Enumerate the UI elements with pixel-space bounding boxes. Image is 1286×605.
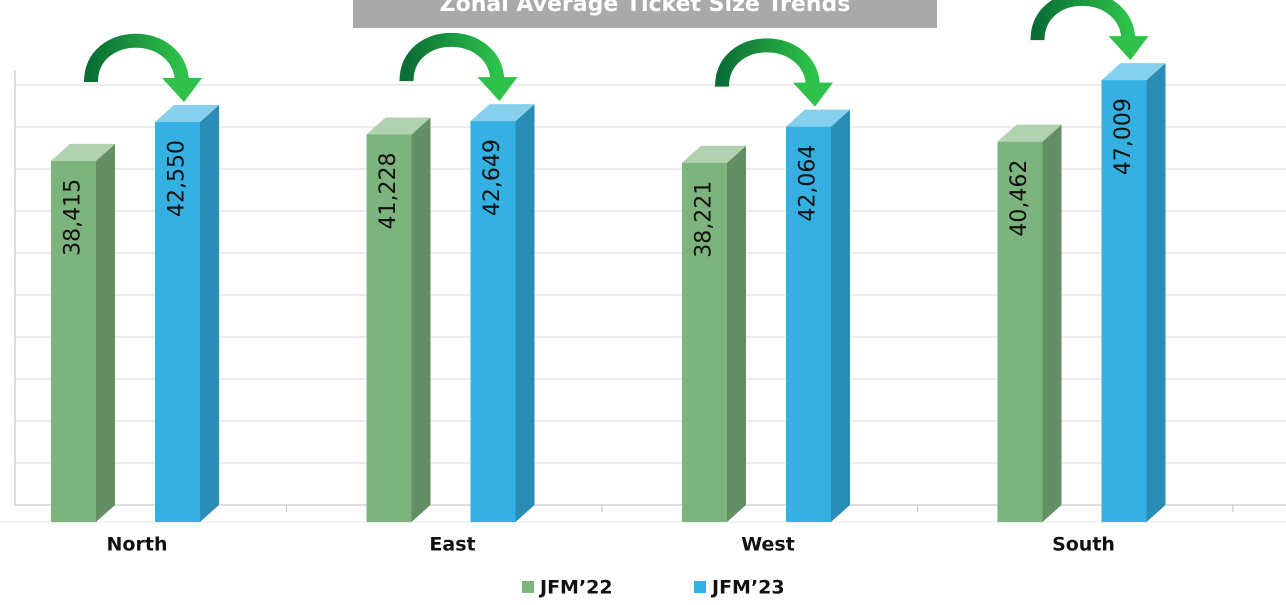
bar-top (366, 117, 431, 135)
bar (1101, 63, 1166, 523)
bar-top (470, 104, 535, 122)
arrow-head (1108, 36, 1149, 61)
legend-swatch (694, 581, 706, 593)
x-tick-label: West (741, 534, 795, 556)
title-box (353, 0, 937, 28)
bar-top (786, 109, 850, 127)
arrow-head (162, 78, 202, 103)
bar (155, 105, 219, 522)
bar (997, 124, 1062, 523)
arrow (715, 38, 820, 88)
bar-front (51, 160, 96, 523)
chart-title: Zonal Average Ticket Size Trends (440, 0, 851, 17)
bar-top (997, 124, 1062, 142)
bar-side (831, 109, 850, 523)
legend-label: JFM’22 (538, 577, 613, 599)
data-label: 38,221 (692, 181, 717, 258)
bar-side (200, 105, 219, 522)
bar-front (366, 134, 412, 523)
arrow (399, 33, 505, 82)
bar-side (1042, 124, 1062, 523)
background-grid (0, 70, 1286, 523)
bar-front (470, 121, 516, 523)
bar (366, 117, 431, 523)
bar-front (155, 122, 200, 522)
bar-side (411, 117, 431, 523)
bar (470, 104, 535, 523)
data-label: 41,228 (376, 152, 401, 229)
bar (786, 109, 850, 523)
bar-front (786, 126, 831, 523)
bar-top (682, 145, 746, 163)
bar-side (727, 145, 746, 522)
arrow (1030, 0, 1136, 41)
bar-side (96, 143, 115, 523)
arrow-head (793, 82, 833, 107)
arrow (84, 33, 189, 83)
bar-top (1101, 63, 1166, 81)
bar-top (51, 143, 115, 161)
bar (51, 143, 115, 523)
legend-swatch (522, 581, 534, 593)
data-label: 47,009 (1111, 98, 1136, 175)
data-label: 42,649 (480, 139, 505, 216)
x-tick-label: East (429, 534, 475, 556)
x-tick-label: North (107, 534, 168, 556)
bar-front (1101, 80, 1147, 522)
data-label: 42,064 (796, 145, 821, 222)
data-label: 38,415 (61, 179, 86, 256)
data-label: 40,462 (1007, 160, 1032, 237)
bar-front (997, 141, 1043, 522)
x-tick-label: South (1052, 534, 1115, 556)
bar-side (1146, 63, 1166, 523)
arrow-head (477, 77, 518, 102)
bar-side (515, 104, 535, 523)
bar-top (155, 105, 219, 123)
data-label: 42,550 (165, 140, 190, 217)
bar (682, 145, 746, 522)
bar-front (682, 162, 727, 522)
legend-label: JFM’23 (710, 577, 785, 599)
